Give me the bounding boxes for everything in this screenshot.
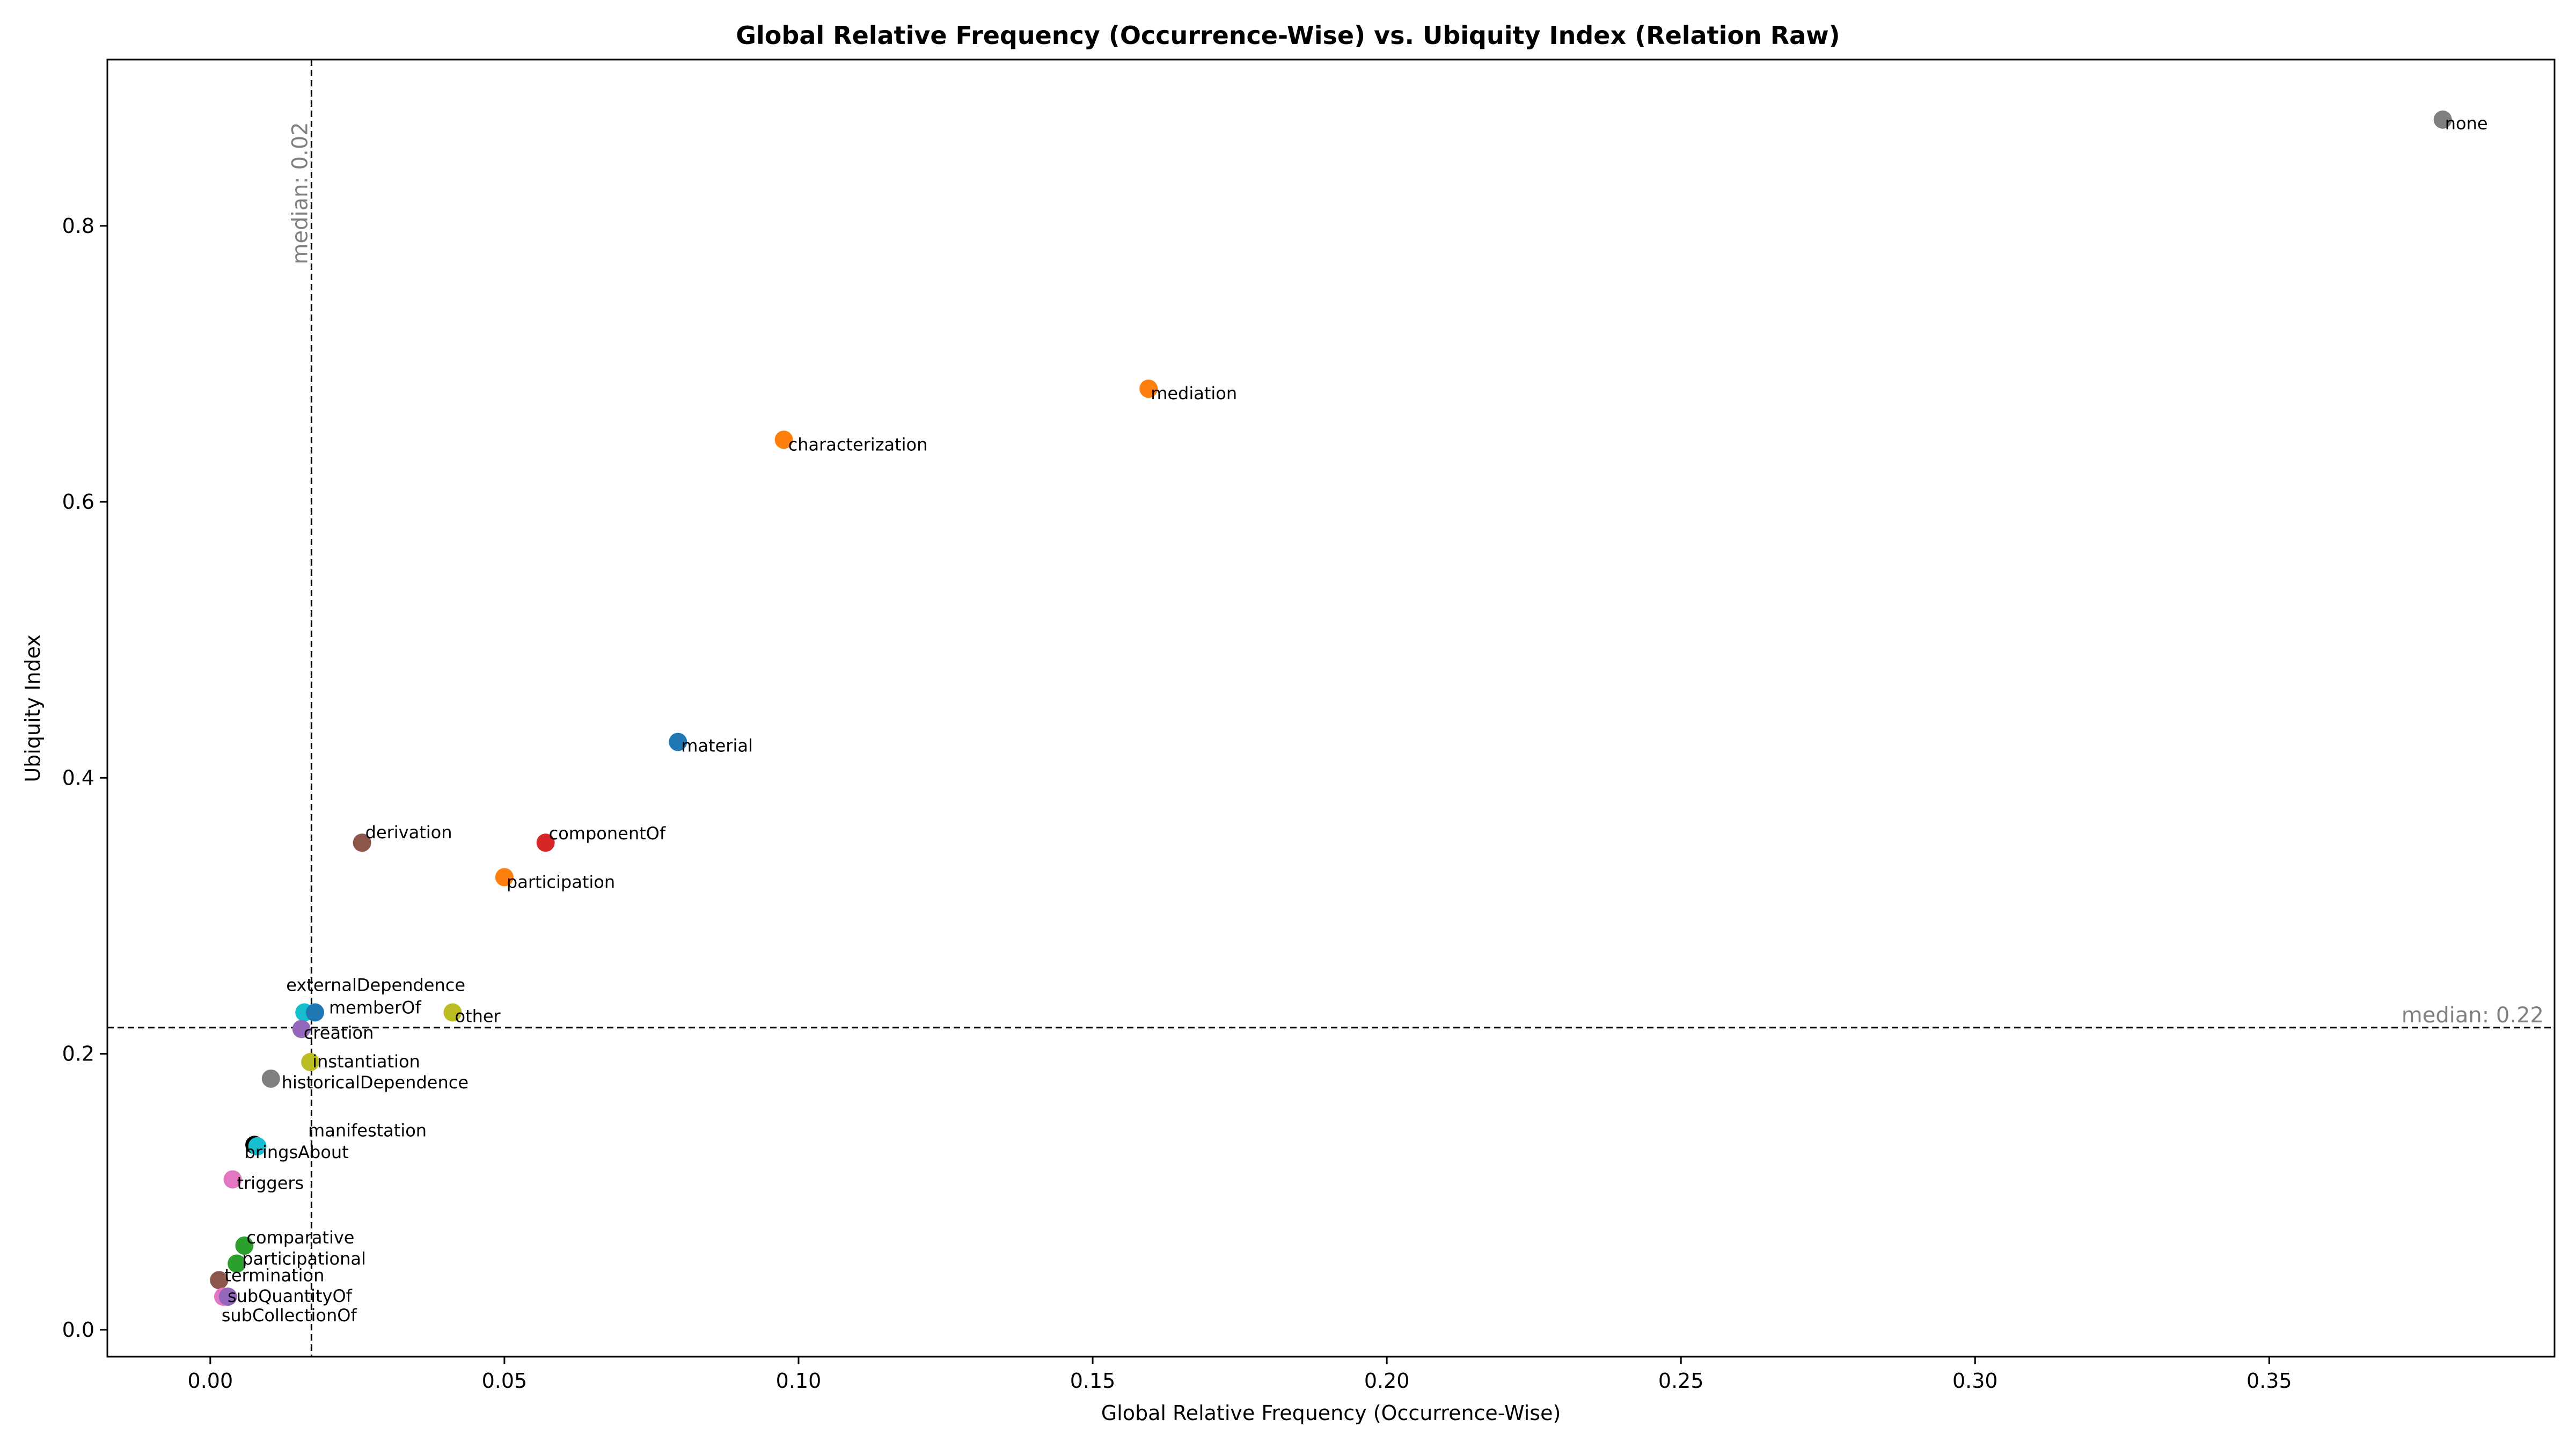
x-tick-label: 0.05 bbox=[482, 1369, 528, 1393]
point-label-triggers: triggers bbox=[237, 1173, 304, 1194]
point-label-material: material bbox=[681, 735, 753, 756]
point-label-externalDependence: externalDependence bbox=[286, 975, 465, 995]
point-label-memberOf: memberOf bbox=[329, 997, 421, 1018]
point-label-mediation: mediation bbox=[1151, 383, 1237, 404]
point-label-termination: termination bbox=[224, 1265, 324, 1285]
chart-title: Global Relative Frequency (Occurrence-Wi… bbox=[736, 21, 1840, 50]
point-label-historicalDependence: historicalDependence bbox=[282, 1072, 469, 1093]
point-participational bbox=[228, 1254, 246, 1273]
y-axis-label: Ubiquity Index bbox=[21, 634, 45, 782]
point-label-comparative: comparative bbox=[246, 1227, 354, 1248]
plot-area bbox=[106, 58, 2556, 1358]
x-tick-label: 0.35 bbox=[2246, 1369, 2292, 1393]
point-none bbox=[2433, 110, 2452, 129]
point-memberOf bbox=[305, 1003, 324, 1022]
point-termination bbox=[210, 1271, 229, 1290]
x-tick-label: 0.15 bbox=[1070, 1369, 1116, 1393]
median-lines: median: 0.02 median: 0.22 bbox=[107, 60, 2555, 1357]
data-points bbox=[210, 110, 2452, 1306]
y-tick-label: 0.8 bbox=[62, 214, 94, 238]
point-label-participational: participational bbox=[242, 1248, 366, 1269]
point-label-manifestation: manifestation bbox=[308, 1120, 427, 1140]
x-tick-label: 0.20 bbox=[1364, 1369, 1410, 1393]
point-other bbox=[443, 1003, 462, 1022]
x-tick-label: 0.30 bbox=[1952, 1369, 1998, 1393]
point-label-none: none bbox=[2445, 113, 2488, 134]
point-subCollectionOf bbox=[218, 1287, 237, 1306]
y-axis-ticks: 0.0 0.2 0.4 0.6 0.8 bbox=[62, 214, 107, 1342]
point-label-creation: creation bbox=[304, 1022, 374, 1043]
point-material bbox=[669, 733, 687, 751]
point-comparative bbox=[235, 1236, 254, 1255]
point-label-subCollectionOf: subCollectionOf bbox=[222, 1305, 357, 1326]
point-label-other: other bbox=[455, 1006, 501, 1026]
point-bringsAbout bbox=[248, 1137, 267, 1155]
median-x-label: median: 0.02 bbox=[288, 122, 312, 264]
point-label-bringsAbout: bringsAbout bbox=[245, 1142, 349, 1162]
point-label-characterization: characterization bbox=[788, 434, 928, 455]
y-tick-label: 0.2 bbox=[62, 1042, 94, 1066]
data-point-labels: none mediation characterization material com… bbox=[222, 113, 2488, 1326]
x-axis-ticks: 0.00 0.05 0.10 0.15 0.20 0.25 0.30 0.35 bbox=[188, 1357, 2292, 1393]
y-tick-label: 0.4 bbox=[62, 766, 94, 789]
point-label-subQuantityOf: subQuantityOf bbox=[228, 1286, 353, 1306]
x-axis-label: Global Relative Frequency (Occurrence-Wi… bbox=[1101, 1401, 1561, 1425]
point-componentOf bbox=[536, 833, 555, 852]
x-tick-label: 0.10 bbox=[776, 1369, 822, 1393]
x-tick-label: 0.00 bbox=[188, 1369, 233, 1393]
point-label-instantiation: instantiation bbox=[312, 1051, 420, 1072]
point-label-participation: participation bbox=[507, 872, 615, 892]
point-participation bbox=[495, 868, 514, 887]
point-triggers bbox=[223, 1170, 242, 1189]
point-derivation bbox=[353, 833, 371, 852]
point-historicalDependence bbox=[261, 1069, 280, 1088]
point-characterization bbox=[774, 430, 793, 449]
point-label-componentOf: componentOf bbox=[549, 823, 666, 844]
point-creation bbox=[292, 1020, 311, 1038]
median-y-label: median: 0.22 bbox=[2402, 1003, 2544, 1028]
y-tick-label: 0.6 bbox=[62, 490, 94, 514]
point-label-derivation: derivation bbox=[365, 822, 452, 843]
x-tick-label: 0.25 bbox=[1658, 1369, 1704, 1393]
point-instantiation bbox=[301, 1053, 320, 1072]
y-tick-label: 0.0 bbox=[62, 1318, 94, 1342]
point-mediation bbox=[1139, 379, 1158, 398]
